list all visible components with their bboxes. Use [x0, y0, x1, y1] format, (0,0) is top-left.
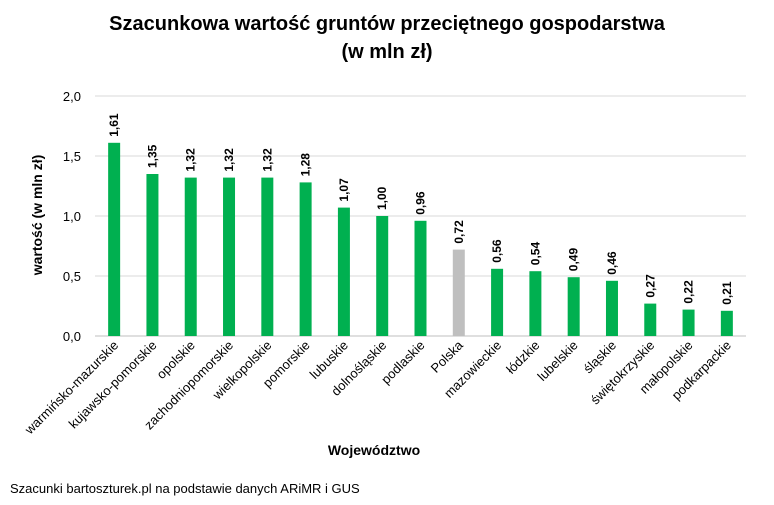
bar: [223, 177, 236, 336]
data-label: 0,46: [605, 251, 619, 275]
data-label: 0,27: [643, 274, 657, 298]
data-label: 1,32: [222, 148, 236, 172]
data-label: 0,96: [414, 191, 428, 215]
bar: [682, 309, 695, 336]
y-tick-label: 1,5: [63, 149, 81, 164]
y-tick-label: 0,5: [63, 269, 81, 284]
bar: [337, 207, 350, 336]
data-label: 0,22: [682, 280, 696, 304]
x-tick-label: lubelskie: [534, 338, 580, 384]
y-tick-label: 0,0: [63, 329, 81, 344]
source-note: Szacunki bartoszturek.pl na podstawie da…: [10, 481, 360, 496]
x-axis-label: Województwo: [328, 442, 420, 458]
bar: [376, 216, 389, 336]
bar: [184, 177, 197, 336]
bar: [261, 177, 274, 336]
data-label: 1,61: [107, 113, 121, 137]
bar: [644, 303, 657, 336]
data-label: 1,32: [260, 148, 274, 172]
data-label: 0,21: [720, 281, 734, 305]
y-tick-label: 1,0: [63, 209, 81, 224]
data-label: 0,72: [452, 220, 466, 244]
bar: [567, 277, 580, 336]
data-label: 1,35: [145, 144, 159, 168]
data-label: 0,56: [490, 239, 504, 263]
bar: [299, 182, 312, 336]
data-label: 0,54: [528, 242, 542, 266]
bar: [108, 142, 121, 336]
data-label: 1,07: [337, 178, 351, 202]
bar: [529, 271, 542, 336]
bar: [605, 280, 618, 336]
bar: [146, 174, 159, 336]
chart-title-line2: (w mln zł): [341, 41, 433, 63]
data-label: 1,00: [375, 186, 389, 210]
bar: [491, 268, 504, 336]
y-axis-label: wartość (w mln zł): [29, 155, 45, 277]
bar: [720, 310, 733, 336]
chart-title: Szacunkowa wartość gruntów przeciętnego …: [0, 10, 774, 66]
data-label: 1,32: [184, 148, 198, 172]
data-label: 1,28: [299, 153, 313, 177]
data-label: 0,49: [567, 248, 581, 272]
bar: [452, 249, 465, 336]
chart-title-line1: Szacunkowa wartość gruntów przeciętnego …: [109, 13, 665, 35]
bar: [414, 220, 427, 336]
y-tick-label: 2,0: [63, 89, 81, 104]
